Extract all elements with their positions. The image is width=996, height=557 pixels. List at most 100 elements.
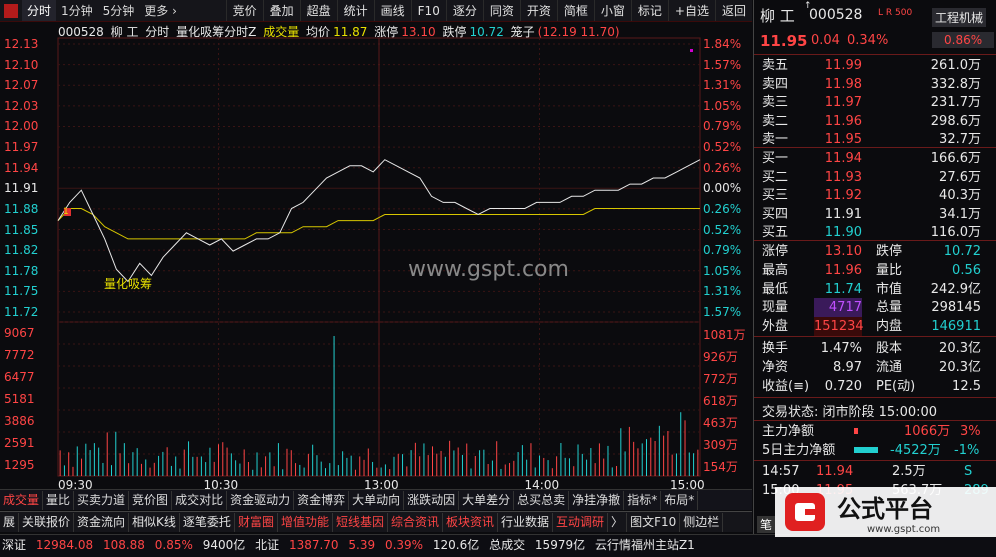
level-volume: 40.3万: [939, 188, 981, 203]
function-button[interactable]: 综合资讯: [388, 512, 443, 532]
mf1-value: 1066万: [904, 424, 951, 439]
f10-button[interactable]: F10: [410, 0, 446, 21]
price-tick-label: 11.94: [4, 160, 39, 175]
level-label: 买一: [762, 151, 789, 166]
small-window-button[interactable]: 小窗: [593, 0, 631, 21]
rp-sector-pct: 0.86%: [932, 32, 995, 48]
function-button[interactable]: 逐笔委托: [180, 512, 235, 532]
pct-tick-label: 0.79%: [703, 119, 742, 134]
level-price: 11.96: [824, 113, 862, 129]
function-button[interactable]: 板块资讯: [443, 512, 499, 532]
pct-tick-label: 0.26%: [703, 201, 742, 216]
mf5-bar: [854, 447, 878, 453]
indicator-tab[interactable]: 资金驱动力: [227, 490, 295, 510]
time-tick-label: 09:30: [58, 478, 93, 490]
pct-tick-label: 0.26%: [703, 160, 742, 175]
indicator-tab[interactable]: 指标*: [624, 490, 662, 510]
indicator-tab[interactable]: 竞价图: [129, 490, 173, 510]
indicator-tab[interactable]: 成交量: [0, 490, 44, 510]
tab-5min[interactable]: 5分钟: [102, 3, 135, 18]
indicator-tab[interactable]: 布局*: [661, 490, 699, 510]
function-button[interactable]: 互动调研: [553, 512, 609, 532]
index2-change: 5.39: [348, 538, 376, 552]
mark-button[interactable]: 标记: [630, 0, 668, 21]
chart-grid: [57, 37, 701, 477]
function-button[interactable]: 图文F10: [627, 512, 681, 532]
stat-value: 8.97: [833, 360, 862, 375]
rp-stock-code: 000528: [809, 7, 863, 23]
function-button[interactable]: 相似K线: [129, 512, 180, 532]
orderbook-row: 卖二 11.96 298.6万: [754, 112, 996, 131]
add-favorite-button[interactable]: +自选: [667, 0, 715, 21]
indicator-tab[interactable]: 总买总卖: [514, 490, 570, 510]
avg-label: 均价: [306, 25, 331, 39]
price-tick-label: 12.10: [4, 57, 39, 72]
indicator-tab[interactable]: 买卖力道: [74, 490, 130, 510]
function-button[interactable]: 资金流向: [74, 512, 130, 532]
function-button[interactable]: 〉: [608, 512, 628, 532]
indicator-tab[interactable]: 涨跌动因: [404, 490, 460, 510]
indicator-tab[interactable]: 大单动向: [349, 490, 405, 510]
indicator-tab[interactable]: 大单差分: [459, 490, 515, 510]
tab-more[interactable]: 更多 ›: [144, 3, 177, 18]
intraday-chart[interactable]: www.gspt.com 量化吸筹 1 09:30 10:30 13:00 14:00…: [0, 30, 752, 490]
rp-sector[interactable]: 工程机械: [932, 8, 987, 27]
orderbook-row: 卖三 11.97 231.7万: [754, 93, 996, 112]
level-volume: 298.6万: [930, 113, 981, 129]
pct-tick-label: 1.57%: [703, 57, 742, 72]
signal-annotation: 量化吸筹: [104, 277, 152, 291]
volume-amount-tick-label: 618万: [703, 394, 738, 408]
logo-url: www.gspt.com: [867, 524, 940, 535]
orderbook-row: 买五 11.90 116.0万: [754, 223, 996, 242]
stats-button[interactable]: 统计: [336, 0, 374, 21]
super-button[interactable]: 超盘: [299, 0, 337, 21]
price-tick-label: 12.00: [4, 119, 39, 134]
function-button[interactable]: 侧边栏: [680, 512, 724, 532]
function-button[interactable]: 关联报价: [19, 512, 75, 532]
simple-frame-button[interactable]: 简框: [556, 0, 594, 21]
indicator-tab[interactable]: 量比: [43, 490, 75, 510]
price-line: [57, 159, 701, 283]
tab-intraday[interactable]: 分时: [22, 0, 57, 21]
indicator-tab[interactable]: 净挂净撤: [569, 490, 625, 510]
logo-title: 公式平台: [837, 495, 933, 523]
stat-label: PE(动): [876, 379, 916, 394]
tick-flag: S: [964, 464, 973, 479]
function-button[interactable]: 短线基因: [333, 512, 388, 532]
indicator-tab[interactable]: 资金博弈: [294, 490, 350, 510]
volume-tick-label: 1295: [4, 458, 35, 472]
draw-line-button[interactable]: 画线: [373, 0, 411, 21]
chart-mode: 分时: [145, 25, 170, 39]
stat-row: 最高 11.96 量比 0.56: [754, 261, 996, 280]
auction-button[interactable]: 竞价: [225, 0, 263, 21]
function-button[interactable]: 行业数据: [498, 512, 554, 532]
stat-value: 20.3亿: [939, 341, 981, 356]
price-tick-label: 11.75: [4, 284, 39, 299]
chart-header: 000528 柳 工 分时 量化吸筹分时Z 成交量 均价 11.87 涨停 13.1…: [0, 22, 752, 42]
function-button[interactable]: 财富圈: [235, 512, 278, 532]
tick-volume: 2.5万: [892, 464, 926, 479]
overlay-button[interactable]: 叠加: [262, 0, 300, 21]
stock-name: 柳 工: [110, 25, 139, 39]
index1-pct: 0.85%: [154, 538, 193, 552]
volume-label: 成交量: [263, 25, 300, 39]
indicator-tab[interactable]: 成交对比: [172, 490, 228, 510]
per-minute-button[interactable]: 逐分: [445, 0, 483, 21]
stat-row: 净资 8.97 流通 20.3亿: [754, 358, 996, 377]
menu-icon[interactable]: [4, 3, 18, 18]
volume-amount-tick-label: 309万: [703, 438, 738, 452]
stat-label: 市值: [876, 281, 903, 297]
watermark-text: www.gspt.com: [408, 257, 569, 282]
level-label: 卖三: [762, 95, 789, 110]
main-net-row: 主力净额 1066万 3%: [754, 422, 996, 441]
tab-1min[interactable]: 1分钟: [61, 3, 93, 18]
open-capital-button[interactable]: 开资: [519, 0, 557, 21]
stat-value: 298145: [931, 300, 981, 316]
same-capital-button[interactable]: 同资: [482, 0, 520, 21]
back-button[interactable]: 返回: [714, 0, 752, 21]
function-button[interactable]: 增值功能: [278, 512, 333, 532]
volume-amount-tick-label: 1081万: [703, 328, 746, 342]
orderbook-row: 买二 11.93 27.6万: [754, 168, 996, 187]
rp-tab-trades[interactable]: 笔: [757, 516, 776, 533]
function-button[interactable]: 展: [0, 512, 20, 532]
